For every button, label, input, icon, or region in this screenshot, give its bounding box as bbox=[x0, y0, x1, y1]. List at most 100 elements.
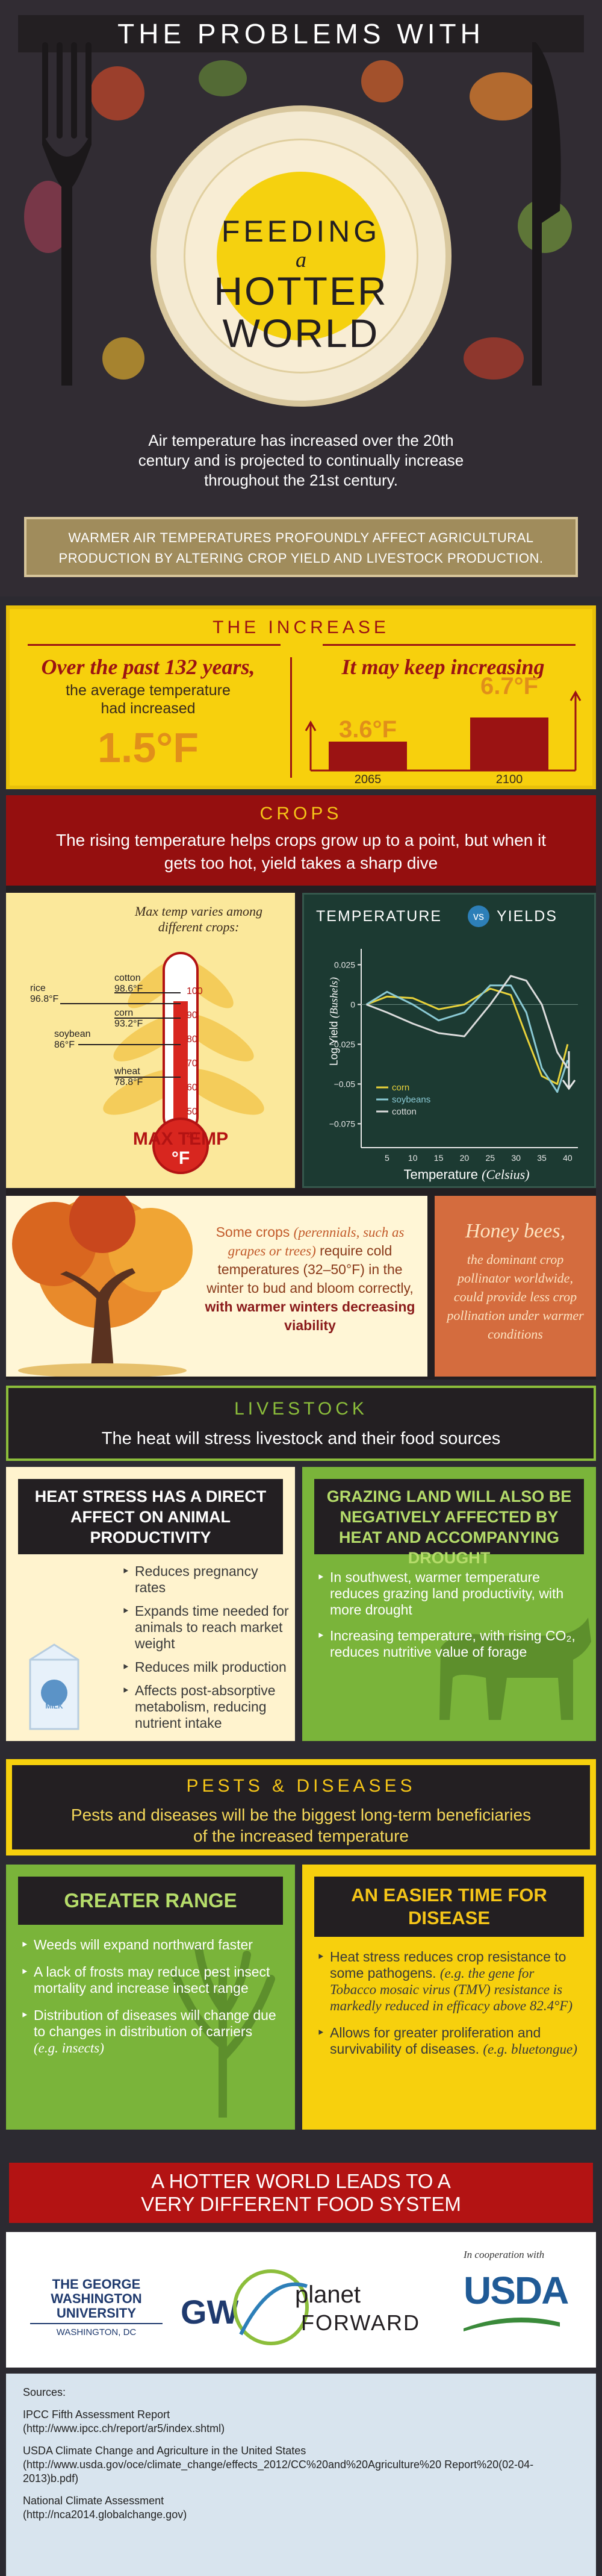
past-sub: the average temperature had increased bbox=[66, 682, 231, 717]
title-world: WORLD bbox=[222, 311, 380, 355]
x-tick-label: 25 bbox=[485, 1153, 495, 1163]
greater-range-title: GREATER RANGE bbox=[18, 1877, 283, 1925]
past-value: 1.5°F bbox=[97, 724, 199, 771]
bar-2100 bbox=[470, 717, 548, 771]
bees-text: the dominant crop pollinator worldwide, … bbox=[447, 1252, 584, 1342]
gw-mark: GW bbox=[181, 2293, 239, 2331]
series-line-cotton bbox=[366, 975, 569, 1069]
list-item: In southwest, warmer temperature reduces… bbox=[315, 1569, 580, 1618]
source-item: IPCC Fifth Assessment Report (http://www… bbox=[23, 2408, 579, 2436]
warning-banner: WARMER AIR TEMPERATURES PROFOUNDLY AFFEC… bbox=[24, 517, 578, 577]
crop-corn: corn 93.2°F bbox=[114, 1008, 143, 1029]
grazing-list: In southwest, warmer temperature reduces… bbox=[315, 1569, 580, 1660]
list-item: Heat stress reduces crop resistance to s… bbox=[315, 1949, 580, 2014]
greater-range-panel: GREATER RANGE Weeds will expand northwar… bbox=[6, 1865, 295, 2130]
perennials-text: Some crops (perennials, such as grapes o… bbox=[205, 1224, 415, 1333]
livestock-header: LIVESTOCK The heat will stress livestock… bbox=[6, 1386, 596, 1461]
milk-carton-icon bbox=[29, 1643, 79, 1730]
list-item: Affects post-absorptive metabolism, redu… bbox=[120, 1683, 289, 1731]
final-banner: A HOTTER WORLD LEADS TO A VERY DIFFERENT… bbox=[9, 2163, 593, 2223]
source-link[interactable]: (http://nca2014.globalchange.gov) bbox=[23, 2509, 187, 2521]
squash-icon bbox=[470, 72, 536, 120]
series-line-corn bbox=[366, 987, 569, 1085]
leaf-icon bbox=[199, 60, 247, 96]
logos-section: THE GEORGE WASHINGTON UNIVERSITY WASHING… bbox=[6, 2232, 596, 2368]
title-hotter: HOTTER bbox=[214, 269, 388, 313]
series-line-soybeans bbox=[365, 984, 569, 1093]
source-link[interactable]: (http://www.usda.gov/oce/climate_change/… bbox=[23, 2459, 534, 2484]
hero-section: THE PROBLEMS WITH FEEDING a HOTTER WORLD… bbox=[0, 0, 602, 596]
onion-icon bbox=[102, 337, 144, 380]
divider bbox=[28, 644, 281, 646]
list-item: Reduces milk production bbox=[120, 1659, 289, 1675]
carrot-icon bbox=[361, 60, 403, 102]
main-title: THE PROBLEMS WITH bbox=[18, 15, 584, 52]
planet-forward-icon bbox=[233, 2269, 309, 2345]
bar-label-2100: 2100 bbox=[495, 773, 523, 786]
bar-value-2065: 3.6°F bbox=[338, 716, 397, 743]
title-feeding: FEEDING bbox=[221, 214, 381, 248]
livestock-heading: LIVESTOCK bbox=[234, 1399, 368, 1419]
y-tick-label: −0.075 bbox=[329, 1119, 355, 1128]
sun-icon bbox=[217, 172, 385, 340]
pests-heading: PESTS & DISEASES bbox=[186, 1776, 416, 1796]
crops-section: CROPS The rising temperature helps crops… bbox=[6, 795, 596, 1380]
list-item: Distribution of diseases will change due… bbox=[19, 2007, 278, 2056]
x-tick-label: 20 bbox=[460, 1153, 470, 1163]
thermometer-panel: Max temp varies among different crops: bbox=[6, 893, 295, 1188]
thermo-unit: °F bbox=[171, 1148, 190, 1168]
heat-stress-panel: HEAT STRESS HAS A DIRECT AFFECT ON ANIMA… bbox=[6, 1467, 295, 1741]
source-item: National Climate Assessment (http://nca2… bbox=[23, 2494, 579, 2522]
crop-wheat: wheat 78.8°F bbox=[114, 1066, 143, 1087]
bar-label-2065: 2065 bbox=[354, 773, 382, 786]
x-tick-label: 30 bbox=[511, 1153, 521, 1163]
dive-arrow-icon bbox=[562, 1051, 576, 1090]
forward-text: FORWARD bbox=[301, 2310, 420, 2335]
grazing-title: GRAZING LAND WILL ALSO BE NEGATIVELY AFF… bbox=[314, 1479, 584, 1567]
increase-bar-chart bbox=[305, 690, 582, 772]
crop-rice: rice 96.8°F bbox=[30, 983, 59, 1004]
usda-logo: USDA bbox=[464, 2269, 569, 2312]
legend-label-soybeans: soybeans bbox=[392, 1095, 430, 1105]
title-a: a bbox=[296, 248, 306, 272]
source-item: USDA Climate Change and Agriculture in t… bbox=[23, 2444, 579, 2486]
chart-title-vs: vs bbox=[468, 905, 489, 927]
gwu-logo: THE GEORGE WASHINGTON UNIVERSITY WASHING… bbox=[30, 2277, 163, 2340]
perennials-panel: Some crops (perennials, such as grapes o… bbox=[6, 1196, 427, 1377]
crops-subtitle: The rising temperature helps crops grow … bbox=[56, 831, 546, 872]
increase-heading: THE INCREASE bbox=[213, 617, 389, 637]
x-tick-label: 35 bbox=[537, 1153, 547, 1163]
y-tick-label: −0.025 bbox=[329, 1039, 355, 1049]
pests-subtitle: Pests and diseases will be the biggest l… bbox=[70, 1805, 532, 1845]
bar-value-2100: 6.7°F bbox=[480, 673, 539, 699]
source-link[interactable]: (http://www.ipcc.ch/report/ar5/index.sht… bbox=[23, 2422, 225, 2434]
legend-label-corn: corn bbox=[392, 1083, 409, 1093]
list-item: Weeds will expand northward faster bbox=[19, 1937, 278, 1953]
grazing-panel: GRAZING LAND WILL ALSO BE NEGATIVELY AFF… bbox=[302, 1467, 596, 1741]
bar-2065 bbox=[329, 742, 407, 771]
bees-title: Honey bees, bbox=[465, 1220, 566, 1242]
crop-cotton: cotton 98.6°F bbox=[114, 973, 143, 994]
future-line: It may keep increasing bbox=[341, 655, 545, 679]
greater-range-list: Weeds will expand northward faster A lac… bbox=[19, 1937, 278, 2056]
intro-text: Air temperature has increased over the 2… bbox=[138, 431, 464, 489]
pests-header-inner bbox=[12, 1765, 590, 1849]
y-tick-label: 0 bbox=[350, 999, 355, 1009]
list-item: Allows for greater proliferation and sur… bbox=[315, 2025, 580, 2057]
usda-swoosh-icon bbox=[464, 2318, 560, 2331]
honey-bees-panel: Honey bees, the dominant crop pollinator… bbox=[435, 1196, 596, 1377]
y-tick-label: −0.05 bbox=[334, 1079, 356, 1089]
thermo-label: MAX TEMP bbox=[132, 1129, 229, 1149]
disease-title: AN EASIER TIME FOR DISEASE bbox=[314, 1877, 584, 1937]
y-tick-label: 0.025 bbox=[334, 960, 355, 969]
chart-xlabel: Temperature (Celsius) bbox=[403, 1167, 530, 1182]
heat-stress-title: HEAT STRESS HAS A DIRECT AFFECT ON ANIMA… bbox=[18, 1479, 283, 1554]
milk-label: MILK bbox=[45, 1702, 63, 1710]
fork-icon bbox=[42, 42, 92, 386]
x-tick-label: 10 bbox=[408, 1153, 418, 1163]
x-tick-label: 40 bbox=[563, 1153, 573, 1163]
sources-heading: Sources: bbox=[23, 2386, 66, 2398]
tree-icon bbox=[12, 1196, 193, 1377]
chart-title-right: YIELDS bbox=[497, 908, 557, 925]
